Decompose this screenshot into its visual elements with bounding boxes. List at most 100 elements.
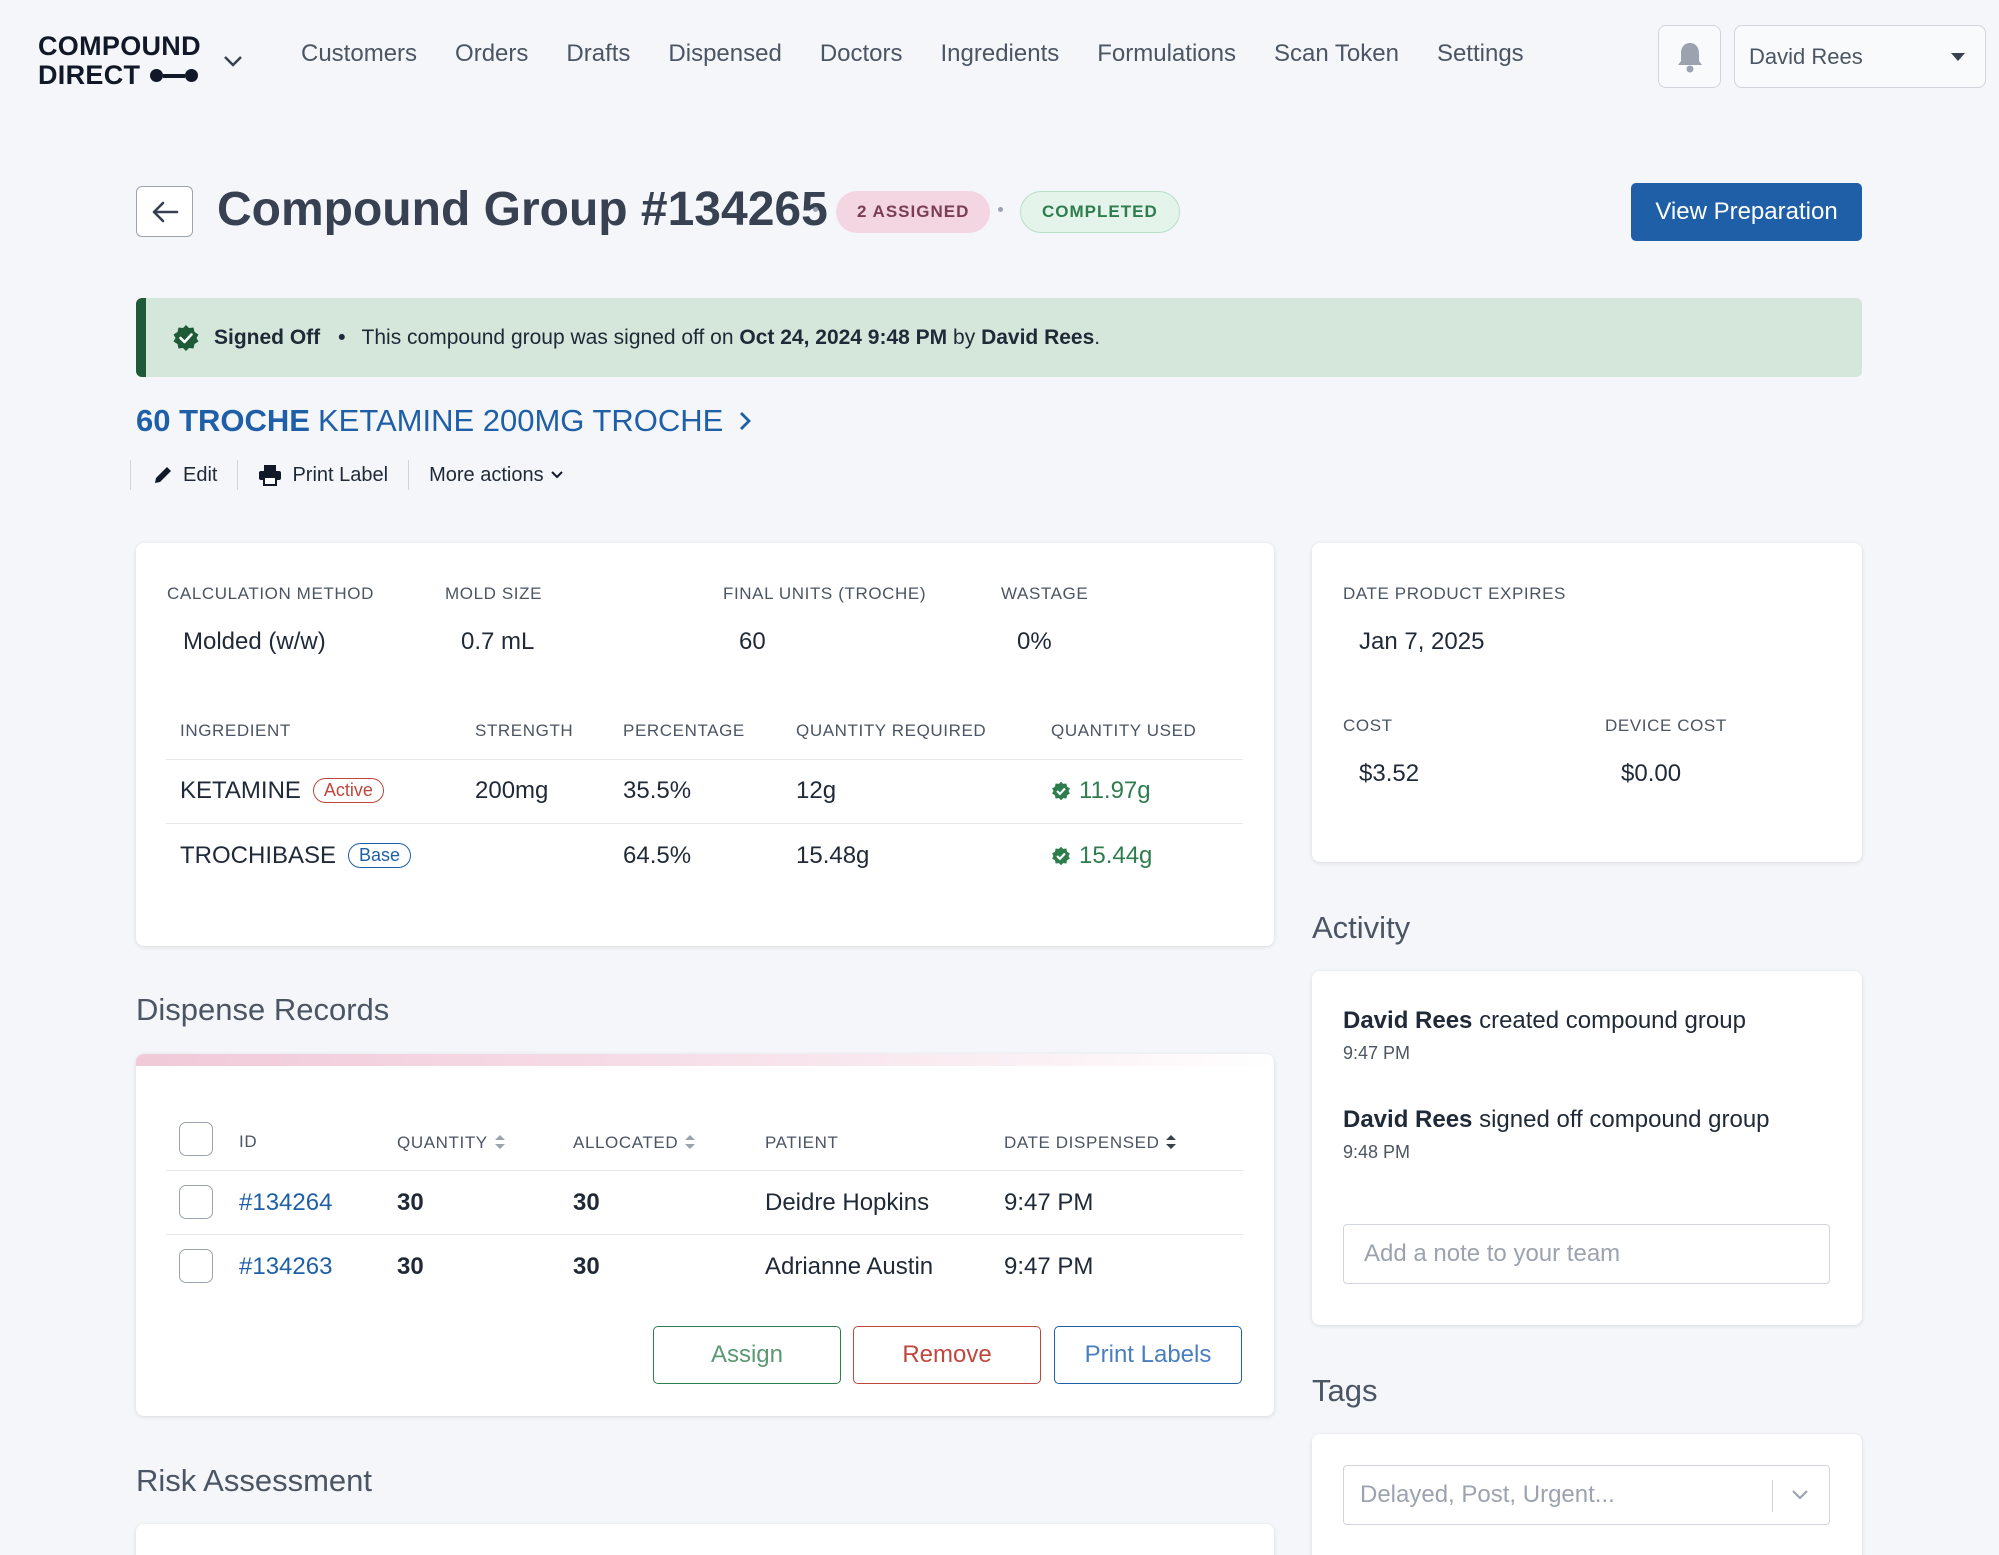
- base-tag: Base: [348, 843, 412, 868]
- active-tag: Active: [312, 778, 384, 803]
- ingredient-name: KETAMINE Active: [180, 777, 384, 805]
- activity-title: Activity: [1312, 910, 1411, 945]
- nav-doctors[interactable]: Doctors: [819, 40, 903, 67]
- quantity-required-header: QUANTITY REQUIRED: [796, 721, 987, 740]
- actions-row: Edit Print Label More actions: [130, 458, 584, 492]
- activity-entry: David Rees created compound group: [1343, 1007, 1746, 1034]
- nav-dispensed[interactable]: Dispensed: [668, 40, 782, 67]
- verified-check-icon: [1052, 846, 1070, 866]
- separator-dot: [813, 207, 818, 212]
- pencil-icon: [155, 467, 171, 483]
- nav-settings[interactable]: Settings: [1436, 40, 1524, 67]
- nav-orders[interactable]: Orders: [455, 40, 529, 67]
- chevron-down-icon: [1792, 1490, 1808, 1500]
- sort-icon: [685, 1135, 696, 1149]
- separator-dot: [998, 207, 1003, 212]
- banner-by: by: [953, 325, 976, 349]
- brand-logo[interactable]: COMPOUND DIRECT: [38, 32, 243, 90]
- ingredient-required: 15.48g: [796, 842, 870, 869]
- product-link[interactable]: 60 TROCHE KETAMINE 200MG TROCHE: [136, 403, 753, 439]
- more-actions-button[interactable]: More actions: [408, 460, 584, 490]
- nav-ingredients[interactable]: Ingredients: [940, 40, 1060, 67]
- nav-scan-token[interactable]: Scan Token: [1273, 40, 1399, 67]
- brand-mark-icon: [150, 69, 199, 82]
- row-checkbox[interactable]: [179, 1185, 213, 1219]
- team-note-input[interactable]: Add a note to your team: [1343, 1224, 1830, 1284]
- nav-formulations[interactable]: Formulations: [1097, 40, 1236, 67]
- dispense-id-link[interactable]: #134263: [239, 1253, 333, 1280]
- expires-value: Jan 7, 2025: [1359, 628, 1485, 655]
- select-all-checkbox[interactable]: [179, 1122, 213, 1156]
- dispense-patient: Deidre Hopkins: [765, 1189, 930, 1216]
- ingredient-name: TROCHIBASE Base: [180, 842, 412, 870]
- risk-assessment-title: Risk Assessment: [136, 1463, 373, 1498]
- print-label-button[interactable]: Print Label: [237, 460, 408, 490]
- chevron-right-icon: [740, 412, 752, 430]
- final-units-label: FINAL UNITS (TROCHE): [723, 584, 927, 603]
- dispense-records-title: Dispense Records: [136, 992, 390, 1027]
- activity-time: 9:47 PM: [1343, 1043, 1411, 1063]
- divider: [166, 1170, 1243, 1171]
- banner-date: Oct 24, 2024 9:48 PM: [739, 325, 948, 349]
- edit-label: Edit: [183, 463, 218, 486]
- tags-select[interactable]: Delayed, Post, Urgent...: [1343, 1465, 1830, 1525]
- summary-card: [1312, 543, 1862, 862]
- assign-button[interactable]: Assign: [653, 1326, 841, 1384]
- user-name: David Rees: [1749, 43, 1863, 69]
- dispense-allocated: 30: [573, 1253, 600, 1280]
- top-nav: COMPOUND DIRECT Customers Orders Drafts …: [0, 0, 1999, 115]
- ingredient-required: 12g: [796, 777, 837, 804]
- dispense-date: 9:47 PM: [1004, 1189, 1094, 1216]
- bell-icon: [1677, 42, 1702, 72]
- product-name: KETAMINE 200MG TROCHE: [317, 403, 724, 438]
- final-units-value: 60: [739, 628, 766, 655]
- verified-check-icon: [173, 324, 199, 351]
- brand-line1: COMPOUND: [38, 31, 201, 61]
- nav-drafts[interactable]: Drafts: [566, 40, 631, 67]
- ingredient-percentage: 35.5%: [623, 777, 692, 804]
- brand-line2: DIRECT: [38, 60, 141, 90]
- dispense-date: 9:47 PM: [1004, 1253, 1094, 1280]
- wastage-value: 0%: [1017, 628, 1052, 655]
- assigned-badge: 2 ASSIGNED: [836, 191, 991, 233]
- id-header: ID: [239, 1132, 258, 1151]
- nav-customers[interactable]: Customers: [301, 40, 418, 67]
- sort-icon: [1166, 1135, 1177, 1149]
- dispense-quantity: 30: [397, 1189, 424, 1216]
- cost-value: $3.52: [1359, 760, 1420, 787]
- activity-time: 9:48 PM: [1343, 1142, 1411, 1162]
- quantity-header[interactable]: QUANTITY: [397, 1133, 506, 1153]
- view-preparation-button[interactable]: View Preparation: [1631, 183, 1862, 241]
- banner-suffix: .: [1094, 325, 1101, 349]
- percentage-header: PERCENTAGE: [623, 721, 745, 740]
- chevron-down-icon: [550, 471, 563, 479]
- dispense-allocated: 30: [573, 1189, 600, 1216]
- dispense-id-link[interactable]: #134264: [239, 1189, 333, 1216]
- caret-down-icon: [1951, 52, 1965, 61]
- chevron-down-icon[interactable]: [223, 48, 243, 74]
- device-cost-label: DEVICE COST: [1605, 716, 1727, 735]
- edit-button[interactable]: Edit: [130, 460, 237, 490]
- print-labels-button[interactable]: Print Labels: [1054, 1326, 1242, 1384]
- tags-title: Tags: [1312, 1373, 1378, 1408]
- divider: [166, 759, 1243, 760]
- more-actions-label: More actions: [429, 463, 544, 486]
- status-badge: COMPLETED: [1020, 191, 1180, 233]
- banner-text: This compound group was signed off on: [361, 325, 734, 349]
- product-quantity: 60 TROCHE: [136, 403, 310, 438]
- signed-off-banner: Signed Off • This compound group was sig…: [136, 298, 1862, 377]
- allocated-header[interactable]: ALLOCATED: [573, 1133, 696, 1153]
- ingredient-used: 15.44g: [1051, 842, 1152, 870]
- row-checkbox[interactable]: [179, 1249, 213, 1283]
- dispense-patient: Adrianne Austin: [765, 1253, 934, 1280]
- notifications-button[interactable]: [1658, 25, 1721, 88]
- user-select[interactable]: David Rees: [1734, 25, 1986, 88]
- ingredient-header: INGREDIENT: [180, 721, 291, 740]
- tags-placeholder: Delayed, Post, Urgent...: [1360, 1481, 1615, 1508]
- calculation-card: [136, 543, 1274, 946]
- mold-size-value: 0.7 mL: [461, 628, 535, 655]
- quantity-used-header: QUANTITY USED: [1051, 721, 1197, 740]
- remove-button[interactable]: Remove: [853, 1326, 1041, 1384]
- back-button[interactable]: [136, 186, 193, 237]
- date-dispensed-header[interactable]: DATE DISPENSED: [1004, 1133, 1177, 1153]
